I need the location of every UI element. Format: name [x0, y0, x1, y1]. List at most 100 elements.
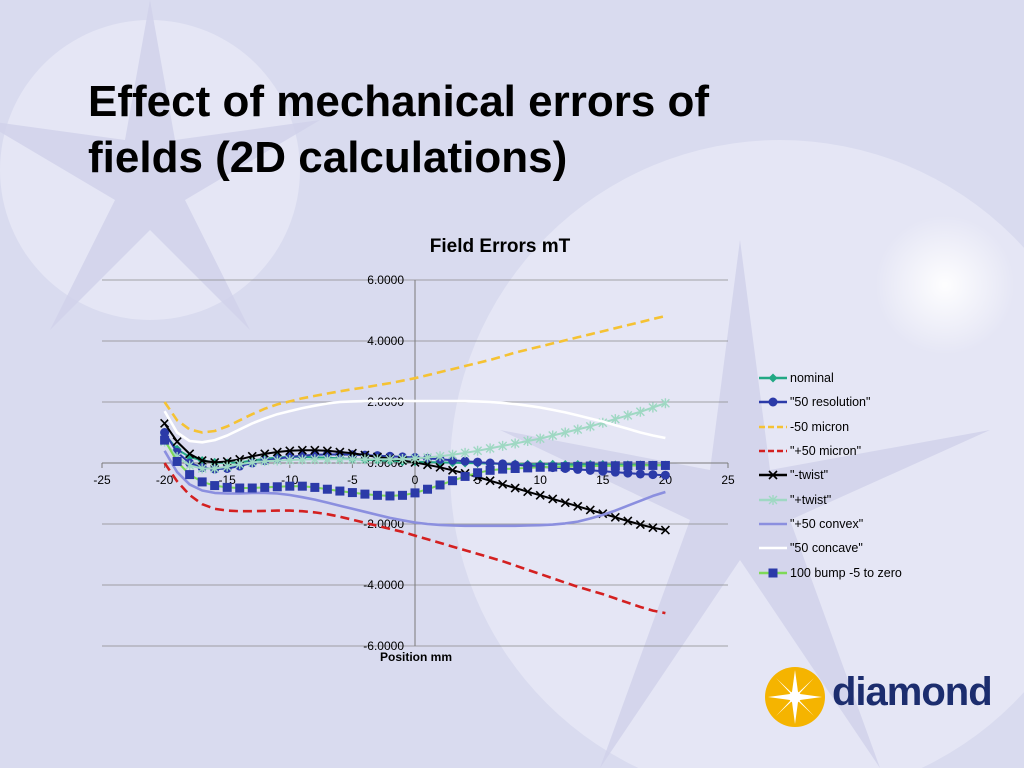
legend-swatch [759, 425, 787, 428]
data-point [573, 424, 583, 435]
legend-label: "+twist" [790, 492, 832, 507]
data-point [172, 456, 182, 466]
series-3 [163, 462, 666, 615]
data-point [498, 479, 508, 489]
data-point [548, 494, 558, 504]
data-point [197, 455, 207, 466]
legend-swatch [759, 397, 787, 407]
data-point [648, 402, 658, 413]
data-point [623, 516, 633, 526]
data-point [297, 481, 307, 491]
data-point [523, 487, 533, 497]
data-point [548, 462, 558, 472]
data-point [635, 520, 645, 530]
data-point [435, 462, 445, 472]
slide-title-line-2: fields (2D calculations) [88, 133, 568, 182]
data-point [768, 494, 778, 505]
data-point [485, 443, 495, 454]
data-point [473, 445, 483, 456]
data-point [210, 463, 220, 474]
legend-swatch [759, 522, 787, 526]
legend-label: "50 concave" [790, 541, 863, 556]
data-point [310, 445, 320, 455]
data-point [347, 488, 357, 498]
data-point [485, 458, 495, 468]
data-point [322, 446, 332, 456]
data-point [160, 435, 170, 445]
x-tick-label: 25 [721, 473, 735, 487]
data-point [310, 482, 320, 492]
data-point [460, 447, 470, 458]
data-point [397, 454, 407, 465]
chart-legend: nominal "50 resolution" -50 micron "+50 mic… [758, 366, 902, 585]
data-point [360, 489, 370, 499]
data-point [247, 483, 257, 493]
data-point [447, 465, 458, 475]
data-point [448, 449, 458, 460]
data-point [610, 512, 620, 522]
x-axis-label: Position mm [380, 650, 452, 664]
data-point [222, 461, 232, 472]
legend-swatch [759, 547, 787, 550]
data-point [435, 451, 445, 462]
y-tick-label: -2.0000 [363, 517, 404, 531]
data-point [535, 462, 545, 472]
data-point [448, 476, 458, 486]
data-point [185, 470, 195, 480]
data-point [272, 455, 282, 466]
data-point [260, 449, 270, 459]
data-point [648, 470, 658, 480]
legend-swatch [759, 373, 787, 383]
y-tick-label: -6.0000 [363, 639, 404, 653]
series-line [163, 399, 666, 444]
data-point [385, 491, 395, 501]
data-point [660, 525, 670, 535]
data-point [510, 438, 520, 449]
data-point [310, 454, 320, 465]
data-point [222, 482, 232, 492]
data-point [423, 484, 433, 494]
data-point [397, 490, 407, 500]
legend-swatch [759, 449, 787, 453]
data-point [185, 460, 195, 471]
x-tick-label: 5 [474, 473, 481, 487]
legend-item: 100 bump -5 to zero [758, 560, 902, 584]
series-8 [160, 435, 670, 501]
data-point [623, 468, 633, 478]
data-point [272, 447, 282, 457]
data-point [473, 457, 483, 467]
data-point [297, 445, 307, 455]
legend-swatch [759, 568, 787, 578]
data-point [560, 498, 570, 508]
series-line [163, 450, 666, 528]
data-point [473, 468, 483, 478]
data-point [548, 430, 558, 441]
data-point [768, 373, 778, 383]
series-line [163, 314, 666, 434]
legend-item: "-twist" [758, 463, 902, 487]
data-point [423, 452, 433, 463]
data-point [510, 483, 520, 493]
y-tick-label: 6.0000 [367, 273, 404, 287]
legend-item: "50 resolution" [758, 390, 902, 414]
series-line [163, 462, 666, 615]
data-point [648, 460, 658, 470]
data-point [460, 471, 470, 481]
slide-title-line-1: Effect of mechanical errors of [88, 77, 710, 126]
series-6 [163, 450, 666, 528]
data-point [360, 454, 370, 465]
data-point [610, 461, 620, 471]
data-point [285, 446, 295, 456]
data-point [660, 470, 670, 480]
data-point [498, 440, 508, 451]
data-point [347, 454, 357, 465]
data-point [768, 568, 778, 578]
data-point [510, 463, 520, 473]
data-point [448, 455, 458, 465]
chart-title: Field Errors mT [429, 236, 571, 257]
legend-swatch [759, 494, 787, 505]
series-2 [163, 314, 666, 434]
data-point [598, 461, 608, 471]
data-point [260, 456, 270, 467]
